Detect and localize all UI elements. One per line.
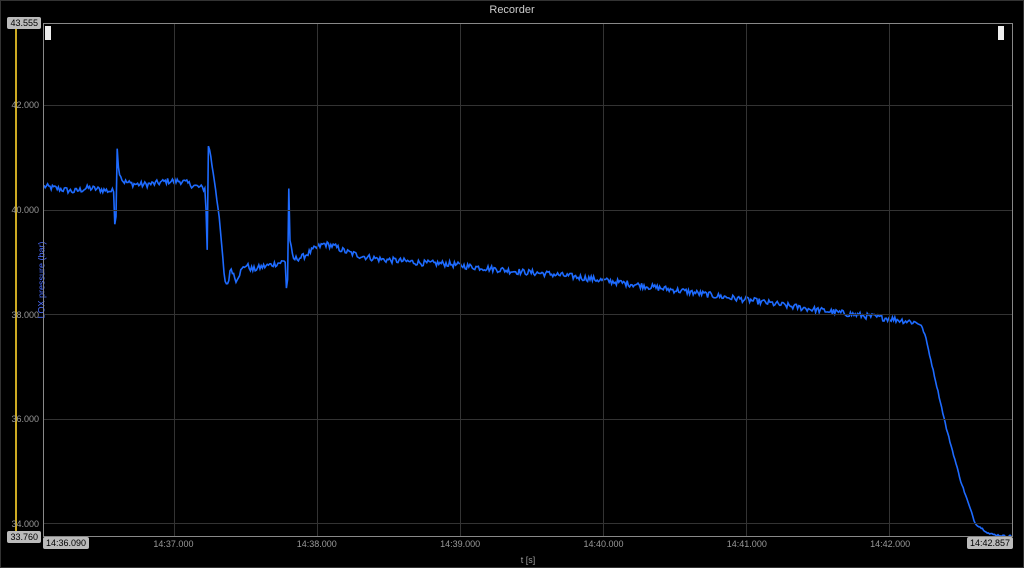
x-tick-label: 14:39.000 [440, 539, 480, 549]
gridline-v [889, 24, 890, 536]
y-axis: LOX pressure (bar) 43.555 33.760 34.0003… [1, 23, 43, 537]
x-endcap-right: 14:42.857 [967, 537, 1013, 549]
y-tick-label: 38.000 [11, 310, 39, 320]
y-tick-label: 36.000 [11, 414, 39, 424]
gridline-v [603, 24, 604, 536]
y-tick-label: 34.000 [11, 519, 39, 529]
window-title: Recorder [1, 1, 1023, 19]
y-endcap-top: 43.555 [7, 17, 41, 29]
x-axis: t [s] 14:36.090 14:42.857 14:37.000 14:38… [43, 537, 1013, 567]
y-endcap-bottom: 33.760 [7, 531, 41, 543]
gridline-v [746, 24, 747, 536]
cursor-handle-left[interactable] [45, 26, 51, 40]
x-tick-label: 14:38.000 [297, 539, 337, 549]
x-tick-label: 14:40.000 [583, 539, 623, 549]
x-endcap-left: 14:36.090 [43, 537, 89, 549]
gridline-v [460, 24, 461, 536]
gridline-h [44, 105, 1012, 106]
cursor-handle-right[interactable] [998, 26, 1004, 40]
y-tick-label: 40.000 [11, 205, 39, 215]
x-axis-label: t [s] [521, 555, 536, 565]
gridline-v [174, 24, 175, 536]
x-tick-label: 14:37.000 [153, 539, 193, 549]
recorder-window: Recorder LOX pressure (bar) 43.555 33.76… [0, 0, 1024, 568]
gridline-h [44, 523, 1012, 524]
gridline-h [44, 210, 1012, 211]
gridline-h [44, 314, 1012, 315]
chart-svg [44, 24, 1012, 536]
pressure-trace [44, 146, 1011, 536]
x-tick-label: 14:41.000 [727, 539, 767, 549]
x-tick-label: 14:42.000 [870, 539, 910, 549]
gridline-h [44, 419, 1012, 420]
y-tick-label: 42.000 [11, 100, 39, 110]
gridline-v [317, 24, 318, 536]
plot-area[interactable] [43, 23, 1013, 537]
